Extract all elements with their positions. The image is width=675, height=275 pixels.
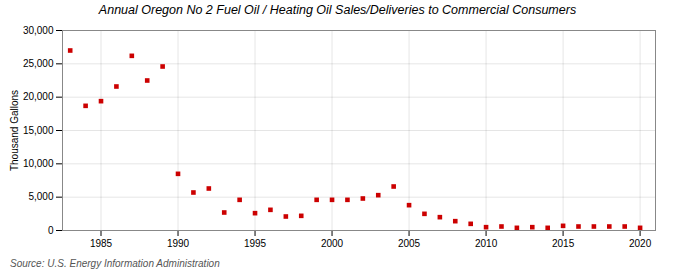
- svg-text:2015: 2015: [552, 238, 575, 249]
- svg-text:2010: 2010: [475, 238, 498, 249]
- svg-text:20,000: 20,000: [23, 91, 54, 102]
- svg-text:2000: 2000: [321, 238, 344, 249]
- svg-text:10,000: 10,000: [23, 158, 54, 169]
- svg-text:2005: 2005: [398, 238, 421, 249]
- svg-text:15,000: 15,000: [23, 125, 54, 136]
- svg-text:2020: 2020: [629, 238, 652, 249]
- html-text:Source: U.S. Energy Informatio: Source: U.S. Energy Information Administ…: [10, 258, 220, 269]
- svg-text:5,000: 5,000: [28, 191, 53, 202]
- svg-text:25,000: 25,000: [23, 58, 54, 69]
- svg-text:1985: 1985: [90, 238, 113, 249]
- svg-text:0: 0: [48, 225, 54, 236]
- svg-text:1990: 1990: [167, 238, 190, 249]
- svg-text:1995: 1995: [244, 238, 267, 249]
- svg-text:Thousand Gallons: Thousand Gallons: [9, 90, 20, 171]
- svg-text:30,000: 30,000: [23, 25, 54, 36]
- html-text:Annual Oregon No 2 Fuel Oil /: Annual Oregon No 2 Fuel Oil / Heating Oi…: [98, 3, 577, 17]
